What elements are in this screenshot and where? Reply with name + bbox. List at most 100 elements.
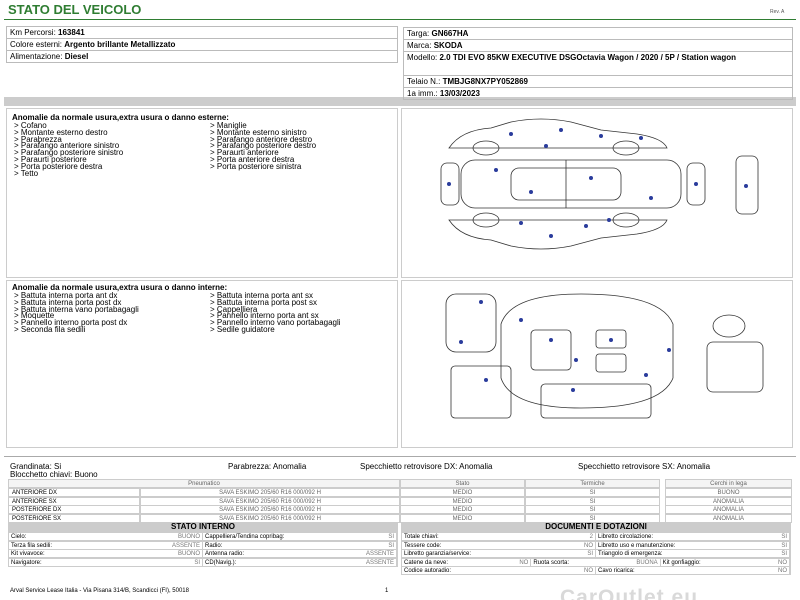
info-label: Km Percorsi: — [10, 28, 56, 37]
list-item: > Tetto — [14, 168, 39, 178]
wheel — [612, 212, 640, 228]
watermark: CarOutlet.eu — [560, 586, 699, 600]
dashboard — [706, 341, 764, 393]
info-value: TMBJG8NX7PY052869 — [442, 77, 528, 86]
list-item: > Battuta interna porta ant dx — [14, 291, 118, 300]
door-panels — [540, 383, 652, 419]
pair-label: Totale chiavi: — [404, 534, 439, 540]
list-item: > Cappelliera — [210, 304, 258, 314]
table-pair: Libretto circolazione: SI — [596, 533, 790, 540]
pair-label: Ruota scorta: — [533, 559, 570, 566]
exterior-diagram — [440, 118, 759, 250]
pair-value: ASSENTE — [365, 559, 394, 566]
front-seat — [595, 353, 627, 373]
title-rule — [4, 19, 796, 20]
cabin-top — [500, 293, 674, 409]
trunk — [445, 293, 497, 353]
pair-label: Codice autoradio: — [404, 568, 452, 574]
info-label: Alimentazione: — [10, 52, 63, 61]
list-item: > Paraurti posteriore — [14, 154, 87, 164]
table-pair: Libretto uso e manutenzione: SI — [596, 541, 790, 549]
info-value: 2.0 TDI EVO 85KW EXECUTIVE DSGOctavia Wa… — [439, 53, 737, 62]
pair-value: SI — [781, 542, 787, 549]
pair-value: 2 — [589, 534, 593, 540]
list-item: > Porta posteriore sinistra — [210, 161, 302, 171]
pair-label: Cappelliera/Tendina copribag: — [205, 534, 285, 540]
list-item: > Parafango anteriore sinistro — [14, 141, 120, 151]
footer-address: Arval Service Lease Italia - Via Pisana … — [10, 588, 189, 594]
info-label: Colore esterni: — [10, 40, 63, 49]
list-left: > Battuta interna porta ant dx > Battuta … — [14, 291, 204, 334]
table-pair: Kit vivavoce: BUONO — [9, 550, 203, 557]
pair-value: SI — [587, 551, 593, 557]
separator-bar — [4, 97, 796, 106]
pair-value: NO — [584, 568, 593, 574]
list-item: > Montante esterno sinistro — [210, 127, 307, 137]
info-label: Modello: — [407, 53, 438, 62]
status-item: Grandinata: Si — [10, 462, 62, 471]
list-item: > Paraurti anteriore — [210, 148, 279, 158]
list-left: > Cofano > Montante esterno destro > Parab… — [14, 121, 204, 178]
pair-label: Libretto uso e manutenzione: — [598, 542, 676, 549]
door-panel — [450, 365, 512, 419]
pair-value: SI — [194, 559, 200, 566]
table-pair: Codice autoradio: NO — [402, 567, 596, 574]
status-rule — [4, 456, 796, 457]
top-view — [460, 159, 682, 209]
pair-value: NO — [778, 568, 787, 574]
info-value: 163841 — [58, 28, 85, 37]
tire-header: Stato — [400, 479, 525, 488]
pair-value: SI — [388, 534, 394, 540]
info-row: Modello: 2.0 TDI EVO 85KW EXECUTIVE DSGO… — [403, 51, 793, 76]
list-item: > Battuta interna porta post sx — [210, 297, 317, 307]
steering-wheel — [712, 314, 746, 338]
list-item: > Pannello interno porta ant sx — [210, 311, 319, 321]
pair-label: Terza fila sedili: — [11, 542, 53, 549]
list-item: > Pannello interno porta post dx — [14, 318, 128, 328]
status-item: Parabrezza: Anomalia — [228, 462, 307, 471]
info-label: 1a imm.: — [407, 89, 438, 98]
rear-end-view — [735, 155, 759, 215]
list-item: > Cofano — [14, 121, 47, 130]
list-item: > Porta anteriore destra — [210, 154, 295, 164]
pair-value: ASSENTE — [171, 542, 200, 549]
table-pair: Tessere code: NO — [402, 541, 596, 549]
exterior-diagram-panel — [401, 108, 793, 278]
pair-value: SI — [388, 542, 394, 549]
section-title: Anomalie da normale usura,extra usura o … — [12, 283, 228, 292]
pair-label: Catene da neve: — [404, 559, 449, 566]
table-row: Codice autoradio: NO Cavo ricarica: NO — [401, 566, 791, 575]
info-value: SKODA — [433, 41, 463, 50]
side-profile-top — [448, 118, 668, 149]
title: STATO DEL VEICOLO — [8, 2, 142, 17]
wheel — [472, 212, 500, 228]
wheel — [472, 140, 500, 156]
revision: Rev. A — [770, 9, 785, 15]
info-row: 1a imm.: 13/03/2023 — [403, 87, 793, 100]
list-item: > Parafango anteriore destro — [210, 134, 313, 144]
pair-label: CD(Navig.): — [205, 559, 237, 566]
list-right: > Maniglie > Montante esterno sinistro > P… — [210, 122, 395, 171]
pair-value: BUONA — [636, 559, 658, 566]
table-pair: Catene da neve: NO — [402, 558, 532, 566]
list-item: > Sedile guidatore — [210, 324, 275, 334]
table-pair: Radio: SI — [203, 541, 397, 549]
list-item: > Battuta interna porta post dx — [14, 297, 122, 307]
table-pair: Cielo: BUONO — [9, 533, 203, 540]
tire-header: Cerchi in lega — [665, 479, 792, 488]
rear-view — [686, 162, 706, 206]
info-value: GN667HA — [431, 29, 469, 38]
table-pair: Cavo ricarica: NO — [596, 567, 790, 574]
table-title: DOCUMENTI E DOTAZIONI — [401, 522, 791, 532]
pair-label: Navigatore: — [11, 559, 42, 566]
pair-label: Radio: — [205, 542, 223, 549]
interior-diagram — [445, 293, 764, 419]
pair-label: Kit gonfiaggio: — [662, 559, 701, 566]
table-pair: Kit gonfiaggio: NO — [661, 558, 790, 566]
list-item: > Pannello interno vano portabagagli — [210, 318, 341, 328]
list-item: > Parafango posteriore sinistro — [14, 148, 124, 158]
status-item: Specchietto retrovisore SX: Anomalia — [578, 462, 711, 471]
interior-diagram-panel — [401, 280, 793, 448]
footer-page: 1 — [385, 588, 389, 594]
